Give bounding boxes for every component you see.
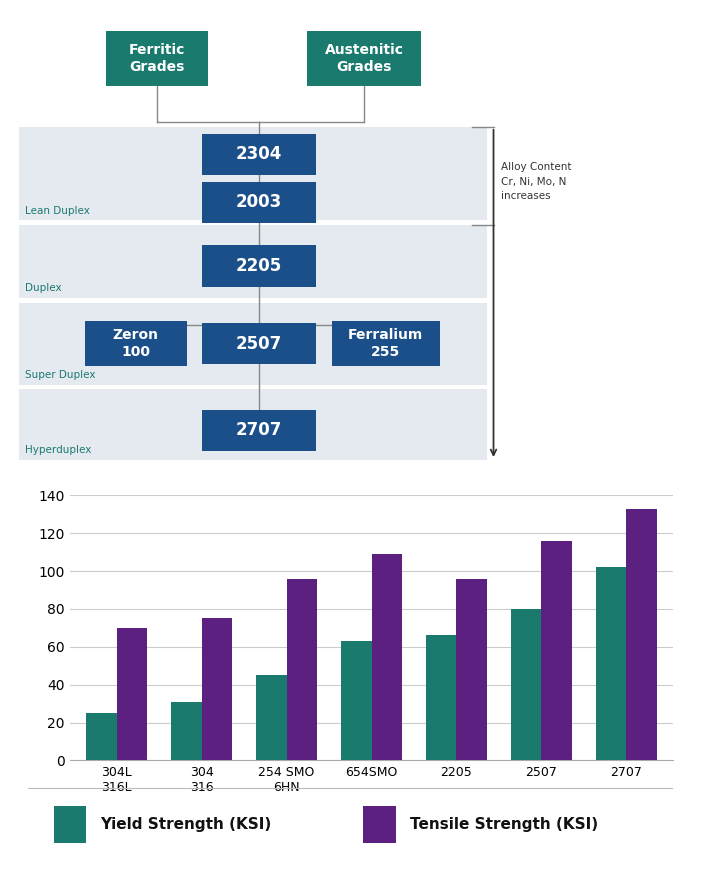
Bar [18,302,487,385]
Text: Alloy Content
Cr, Ni, Mo, N
increases: Alloy Content Cr, Ni, Mo, N increases [501,162,571,202]
Text: Austenitic
Grades: Austenitic Grades [325,43,404,74]
Text: 2507: 2507 [236,335,283,353]
Bar [511,609,541,760]
FancyBboxPatch shape [85,321,186,367]
Text: 2003: 2003 [236,193,283,211]
Bar [86,713,117,760]
Bar [117,627,147,760]
Text: Super Duplex: Super Duplex [25,370,95,380]
FancyBboxPatch shape [307,31,421,86]
Text: Ferritic
Grades: Ferritic Grades [129,43,186,74]
Bar [426,635,456,760]
Text: 2205: 2205 [236,257,283,275]
Bar [456,579,487,760]
Bar [363,806,395,843]
Bar [202,619,232,760]
Text: 2304: 2304 [236,145,283,163]
FancyBboxPatch shape [202,134,316,175]
Text: Ferralium
255: Ferralium 255 [348,328,423,359]
FancyBboxPatch shape [107,31,208,86]
Text: Zeron
100: Zeron 100 [113,328,158,359]
FancyBboxPatch shape [332,321,440,367]
Text: Hyperduplex: Hyperduplex [25,445,91,455]
Text: Tensile Strength (KSI): Tensile Strength (KSI) [410,817,598,833]
FancyBboxPatch shape [202,323,316,364]
Text: 2707: 2707 [236,421,283,439]
Bar [256,675,287,760]
Bar [372,554,402,760]
Bar [54,806,86,843]
Bar [171,701,202,760]
Bar [626,508,657,760]
Bar [341,641,372,760]
Text: Lean Duplex: Lean Duplex [25,206,90,216]
Bar [541,541,572,760]
Bar [596,567,626,760]
Bar [287,579,317,760]
Bar [18,389,487,460]
FancyBboxPatch shape [202,245,316,287]
Bar [18,225,487,298]
Bar [18,127,487,221]
Text: Duplex: Duplex [25,283,61,294]
FancyBboxPatch shape [202,182,316,222]
Text: Yield Strength (KSI): Yield Strength (KSI) [100,817,271,833]
FancyBboxPatch shape [202,409,316,451]
